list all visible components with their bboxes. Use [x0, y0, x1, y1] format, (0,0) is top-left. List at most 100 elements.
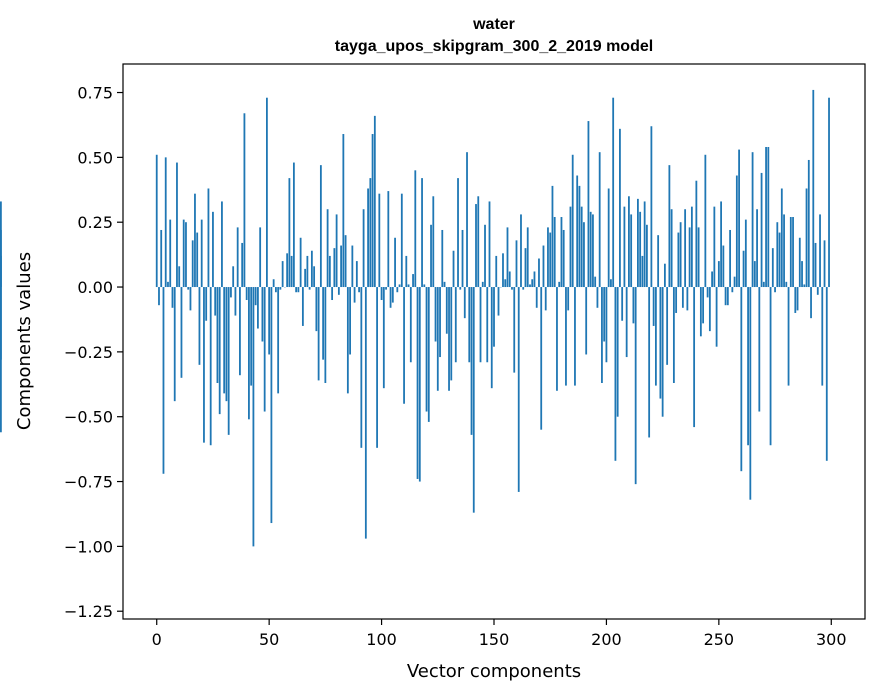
bar [200, 219, 203, 288]
bar [315, 287, 318, 332]
bar [214, 287, 217, 316]
bar [448, 287, 450, 391]
bar [715, 287, 718, 347]
bar [807, 159, 810, 288]
bar [724, 287, 727, 306]
bar [751, 152, 754, 288]
bar [515, 240, 518, 288]
bar [394, 237, 396, 288]
bar [596, 287, 599, 308]
x-tick-label: 0 [152, 630, 162, 649]
bar [277, 287, 280, 394]
bar [405, 255, 408, 288]
bar [625, 287, 628, 358]
bar [648, 287, 651, 438]
bar [560, 217, 563, 288]
bar [699, 287, 702, 337]
bar [203, 287, 205, 443]
bar [628, 196, 630, 288]
bar [767, 146, 770, 288]
bar [218, 287, 221, 415]
bar [164, 157, 167, 288]
bar [569, 206, 572, 288]
bar [340, 245, 342, 288]
bar [632, 287, 635, 324]
bar [796, 287, 799, 311]
bar [805, 188, 808, 288]
bar [335, 214, 338, 288]
x-axis-ticks: 0 50 100 150 200 250 300 [152, 619, 847, 649]
bar [652, 287, 655, 326]
bar [506, 227, 509, 288]
bar [387, 191, 390, 288]
bar [740, 287, 743, 472]
bar [612, 97, 615, 288]
bar [241, 242, 244, 288]
bar [677, 232, 680, 288]
bar [176, 162, 178, 288]
bar [717, 261, 720, 288]
bar [266, 97, 268, 288]
y-tick-label: −0.50 [64, 408, 113, 427]
bar [650, 126, 653, 288]
bar [243, 113, 246, 288]
bar [272, 279, 275, 288]
bar [529, 284, 531, 288]
bar [508, 271, 511, 288]
bar [643, 201, 646, 288]
bar [686, 287, 689, 311]
bar [378, 193, 381, 288]
bar [814, 242, 817, 288]
y-tick-label: −1.00 [64, 537, 113, 556]
bar [441, 229, 444, 288]
bar [583, 222, 585, 288]
bar [695, 180, 698, 288]
bar [735, 175, 738, 288]
bar [328, 255, 331, 288]
bar [396, 287, 399, 293]
bar [495, 255, 498, 288]
bar [382, 287, 385, 389]
bar [205, 287, 208, 321]
bar [351, 245, 354, 288]
bar [702, 287, 705, 324]
bar [191, 240, 194, 288]
bar [259, 227, 262, 288]
bar [290, 255, 293, 288]
bar [196, 232, 199, 288]
bar [679, 222, 682, 288]
bar [346, 287, 349, 394]
bar [427, 287, 430, 422]
bar [576, 175, 579, 288]
bar [475, 204, 477, 288]
bar [295, 287, 298, 293]
bar [810, 287, 812, 319]
bar [479, 287, 482, 363]
bar [567, 287, 570, 311]
bar [412, 274, 414, 288]
bar [765, 146, 767, 288]
y-axis-label: Components values [14, 252, 35, 430]
x-tick-label: 250 [704, 630, 735, 649]
bar [194, 193, 196, 288]
bar [414, 170, 417, 288]
bar [373, 115, 376, 288]
bar [409, 287, 412, 363]
bar [167, 281, 169, 288]
y-tick-label: 0.50 [77, 148, 113, 167]
bar [654, 287, 657, 386]
bar [668, 165, 671, 288]
bar [185, 222, 187, 288]
bar [275, 287, 277, 293]
bar [418, 287, 421, 482]
bar [248, 287, 250, 420]
bar [713, 206, 716, 288]
bar [310, 250, 313, 288]
bar [726, 287, 729, 306]
bar [470, 287, 473, 435]
bar [639, 211, 642, 288]
bar [610, 279, 612, 288]
bar [0, 287, 2, 433]
bar [198, 287, 201, 365]
bar [236, 227, 239, 288]
